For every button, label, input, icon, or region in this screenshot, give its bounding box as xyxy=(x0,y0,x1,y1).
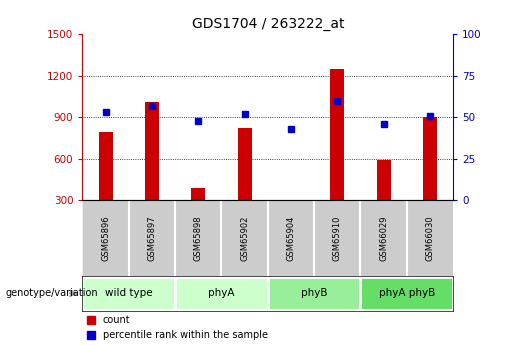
Title: GDS1704 / 263222_at: GDS1704 / 263222_at xyxy=(192,17,344,31)
Text: phyB: phyB xyxy=(301,288,328,298)
Bar xyxy=(423,117,437,200)
Text: GSM65902: GSM65902 xyxy=(240,215,249,261)
Bar xyxy=(238,128,251,200)
Bar xyxy=(99,132,112,200)
Bar xyxy=(268,277,360,310)
Text: GSM65904: GSM65904 xyxy=(286,215,296,261)
Text: GSM65910: GSM65910 xyxy=(333,215,342,261)
Bar xyxy=(175,277,268,310)
Text: GSM66030: GSM66030 xyxy=(425,215,435,261)
Text: GSM65896: GSM65896 xyxy=(101,215,110,261)
Text: GSM65898: GSM65898 xyxy=(194,215,203,261)
Text: genotype/variation: genotype/variation xyxy=(5,288,98,298)
Text: phyA phyB: phyA phyB xyxy=(379,288,435,298)
Bar xyxy=(360,277,453,310)
Text: phyA: phyA xyxy=(208,288,235,298)
Bar xyxy=(284,200,298,204)
Bar xyxy=(191,188,205,200)
Bar xyxy=(82,277,175,310)
Bar xyxy=(330,69,344,200)
Legend: count, percentile rank within the sample: count, percentile rank within the sample xyxy=(87,315,268,340)
Bar xyxy=(376,160,390,200)
Text: GSM66029: GSM66029 xyxy=(379,215,388,261)
Bar xyxy=(145,102,159,200)
Text: wild type: wild type xyxy=(105,288,152,298)
Text: GSM65897: GSM65897 xyxy=(147,215,157,261)
